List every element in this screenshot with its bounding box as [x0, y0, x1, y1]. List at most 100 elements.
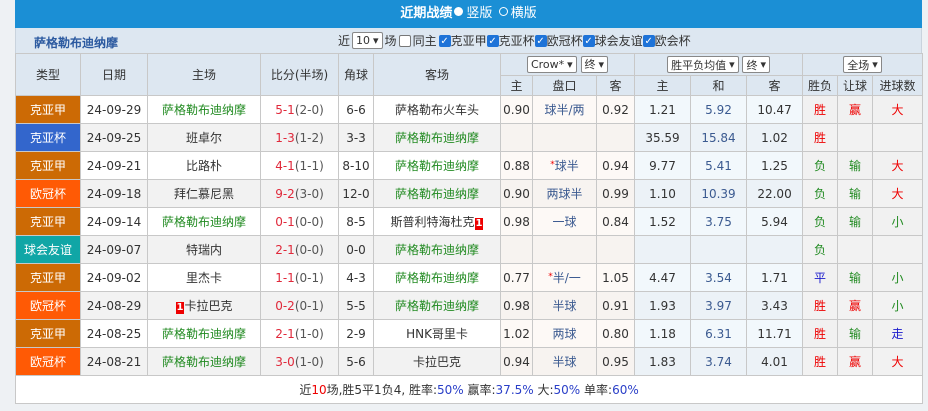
- table-row: 欧冠杯 24-08-29 1卡拉巴克 0-2(0-1) 5-5 萨格勒布迪纳摩 …: [15, 291, 924, 320]
- league-checkbox[interactable]: ✓: [438, 34, 451, 47]
- league-checkbox[interactable]: ✓: [642, 34, 655, 47]
- match-score[interactable]: 9-2(3-0): [260, 179, 339, 208]
- away-team[interactable]: 卡拉巴克: [373, 347, 501, 376]
- scope-select[interactable]: 全场 ▾: [843, 56, 882, 73]
- result-handicap: 赢: [837, 291, 874, 320]
- odds-avg-select[interactable]: 胜平负均值 ▾: [667, 56, 739, 73]
- match-score[interactable]: 4-1(1-1): [260, 151, 339, 180]
- home-team[interactable]: 拜仁慕尼黑: [147, 179, 261, 208]
- match-type[interactable]: 克亚甲: [15, 319, 81, 348]
- home-team[interactable]: 特瑞内: [147, 235, 261, 264]
- league-label: 球会友谊: [594, 34, 643, 48]
- league-checkbox[interactable]: ✓: [534, 34, 547, 47]
- away-team[interactable]: 萨格勒布火车头: [373, 95, 501, 124]
- odds-draw: 6.31: [690, 319, 748, 348]
- result-wl: 胜: [802, 347, 839, 376]
- handicap-away-odds: [595, 123, 636, 152]
- away-team[interactable]: 萨格勒布迪纳摩: [373, 263, 501, 292]
- away-team[interactable]: 斯普利特海杜克1: [373, 207, 501, 236]
- away-team[interactable]: 萨格勒布迪纳摩: [373, 235, 501, 264]
- odds-away: 11.71: [746, 319, 804, 348]
- odds-home: 4.47: [634, 263, 692, 292]
- col-o-away: 客: [746, 75, 804, 96]
- match-type[interactable]: 球会友谊: [15, 235, 81, 264]
- odds-draw: 15.84: [690, 123, 748, 152]
- match-score[interactable]: 0-1(0-0): [260, 207, 339, 236]
- corner-score: 4-3: [338, 263, 374, 292]
- summary: 近10场,胜5平1负4, 胜率:50% 赢率:37.5% 大:50% 单率:60…: [14, 375, 924, 404]
- same-home-label: 同主: [412, 34, 437, 48]
- match-type[interactable]: 克亚甲: [15, 95, 81, 124]
- away-team[interactable]: HNK哥里卡: [373, 319, 501, 348]
- odds-home: 1.83: [634, 347, 692, 376]
- league-label: 克亚杯: [498, 34, 535, 48]
- match-date: 24-08-21: [80, 347, 148, 376]
- handicap-final-select[interactable]: 终 ▾: [580, 55, 609, 73]
- away-team[interactable]: 萨格勒布迪纳摩: [373, 151, 501, 180]
- match-date: 24-09-02: [80, 263, 148, 292]
- away-team[interactable]: 萨格勒布迪纳摩: [373, 291, 501, 320]
- away-team[interactable]: 萨格勒布迪纳摩: [373, 179, 501, 208]
- home-team[interactable]: 班卓尔: [147, 123, 261, 152]
- odds-away: 22.00: [746, 179, 804, 208]
- result-goals: 小: [872, 263, 924, 292]
- odds-final-select[interactable]: 终 ▾: [742, 56, 770, 73]
- col-score: 比分(半场): [260, 53, 339, 96]
- match-score[interactable]: 0-2(0-1): [260, 291, 339, 320]
- result-handicap: 输: [837, 179, 874, 208]
- company-select[interactable]: Crow* ▾: [526, 56, 577, 74]
- match-date: 24-08-25: [80, 319, 148, 348]
- home-team[interactable]: 萨格勒布迪纳摩: [147, 347, 261, 376]
- team-name: 萨格勒布迪纳摩: [34, 36, 119, 50]
- odds-home: 1.21: [634, 95, 692, 124]
- odds-draw: 3.74: [690, 347, 748, 376]
- col-home: 主场: [147, 53, 261, 96]
- same-home-checkbox[interactable]: [398, 34, 411, 47]
- odds-draw: [690, 235, 748, 264]
- handicap-line: [532, 235, 597, 264]
- count-select[interactable]: 10 ▾: [352, 32, 383, 49]
- result-handicap: [837, 235, 874, 264]
- radio-vertical[interactable]: [454, 7, 464, 16]
- match-score[interactable]: 2-1(0-0): [260, 235, 339, 264]
- match-type[interactable]: 欧冠杯: [15, 291, 81, 320]
- corner-score: 8-10: [338, 151, 374, 180]
- home-team[interactable]: 1卡拉巴克: [147, 291, 261, 320]
- league-checkbox[interactable]: ✓: [486, 34, 499, 47]
- match-type[interactable]: 克亚甲: [15, 207, 81, 236]
- match-type[interactable]: 克亚杯: [15, 123, 81, 152]
- match-type[interactable]: 欧冠杯: [15, 179, 81, 208]
- corner-score: 0-0: [338, 235, 374, 264]
- match-type[interactable]: 克亚甲: [15, 263, 81, 292]
- handicap-line: 半球: [532, 347, 597, 376]
- match-score[interactable]: 5-1(2-0): [260, 95, 339, 124]
- table-row: 克亚甲 24-09-21 比路朴 4-1(1-1) 8-10 萨格勒布迪纳摩 0…: [15, 151, 924, 180]
- view-vertical-label[interactable]: 竖版: [466, 6, 493, 21]
- home-team[interactable]: 萨格勒布迪纳摩: [147, 95, 261, 124]
- result-goals: [872, 123, 924, 152]
- match-date: 24-09-21: [80, 151, 148, 180]
- radio-horizontal[interactable]: [498, 7, 508, 16]
- home-team[interactable]: 比路朴: [147, 151, 261, 180]
- col-type: 类型: [15, 53, 81, 96]
- home-team[interactable]: 里杰卡: [147, 263, 261, 292]
- result-wl: 平: [802, 263, 839, 292]
- corner-score: 12-0: [338, 179, 374, 208]
- match-score[interactable]: 2-1(1-0): [260, 319, 339, 348]
- away-team[interactable]: 萨格勒布迪纳摩: [373, 123, 501, 152]
- result-handicap: 输: [837, 263, 874, 292]
- recent-record-panel: 近期战绩 竖版 横版 萨格勒布迪纳摩 近 10 ▾ 场 同主 ✓ 克亚甲 ✓ 克亚杯 ✓ 欧冠…: [14, 0, 924, 404]
- league-checkbox[interactable]: ✓: [582, 34, 595, 47]
- home-team[interactable]: 萨格勒布迪纳摩: [147, 207, 261, 236]
- match-date: 24-09-29: [80, 95, 148, 124]
- match-score[interactable]: 1-1(0-1): [260, 263, 339, 292]
- corner-score: 5-5: [338, 291, 374, 320]
- match-score[interactable]: 3-0(1-0): [260, 347, 339, 376]
- handicap-home-odds: [500, 235, 533, 264]
- view-horizontal-label[interactable]: 横版: [510, 6, 537, 21]
- league-label: 克亚甲: [450, 34, 487, 48]
- home-team[interactable]: 萨格勒布迪纳摩: [147, 319, 261, 348]
- match-type[interactable]: 克亚甲: [15, 151, 81, 180]
- match-type[interactable]: 欧冠杯: [15, 347, 81, 376]
- match-score[interactable]: 1-3(1-2): [260, 123, 339, 152]
